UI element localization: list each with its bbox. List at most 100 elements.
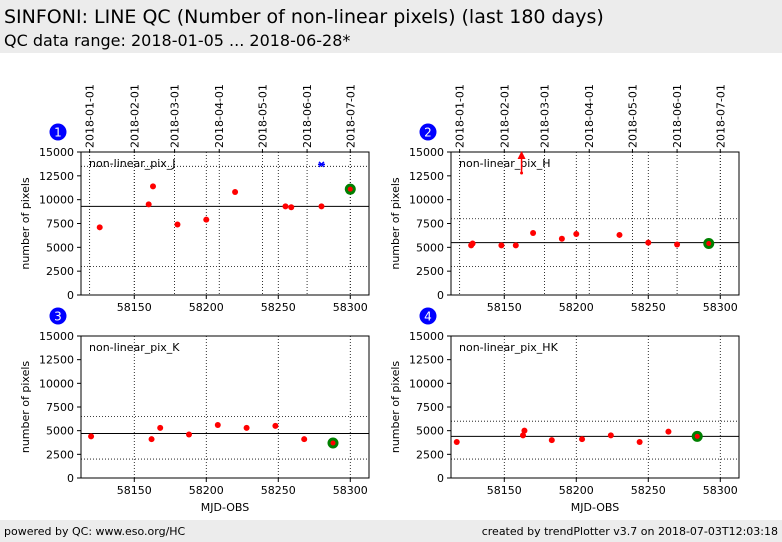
y-tick-label: 2500 [416,265,444,278]
data-point [665,428,672,435]
panel-number-badge [419,307,437,325]
y-axis-label: number of pixels [19,177,32,270]
y-tick-label: 15000 [39,330,74,343]
y-tick-label: 0 [437,289,444,302]
y-tick-label: 12500 [39,354,74,367]
data-point [512,242,519,249]
data-point [288,204,295,211]
date-tick-label: 2018-03-01 [169,84,182,148]
y-tick-label: 10000 [409,377,444,390]
off-scale-arrow-head [517,151,526,159]
footer-powered-by: powered by QC: www.eso.org/HC [4,525,186,538]
data-point [579,436,586,443]
data-point [521,427,528,434]
y-tick-label: 10000 [409,194,444,207]
data-point [645,239,652,246]
data-point [558,235,565,242]
x-tick-label: 58300 [703,484,738,497]
x-tick-label: 58300 [333,484,368,497]
x-axis-label: MJD-OBS [201,501,249,514]
data-point [674,241,681,248]
footer-created-by: created by trendPlotter v3.7 on 2018-07-… [481,525,778,538]
outlier-stroke [318,161,325,168]
plot-panel-4: 0 2500 5000 7500 10000 12500 15000 58150 58200 58… [389,307,740,514]
panel-parameter-label: non-linear_pix_H [459,157,551,170]
y-tick-label: 15000 [409,330,444,343]
panel-parameter-label: non-linear_pix_J [89,157,176,170]
date-tick-label: 2018-05-01 [256,84,269,148]
x-tick-label: 58150 [117,484,152,497]
chart-area: 2018-01-01 2018-02-01 2018-03-01 2018-04-01… [19,84,740,514]
data-point [520,432,526,439]
y-tick-label: 12500 [409,170,444,183]
date-tick-label: 2018-03-01 [539,84,552,148]
x-tick-label: 58200 [559,484,594,497]
x-tick-label: 58150 [117,301,152,314]
date-tick-label: 2018-06-01 [671,84,684,148]
x-tick-label: 58250 [631,484,666,497]
date-tick-label: 2018-04-01 [213,84,226,148]
x-axis-label: MJD-OBS [571,501,619,514]
date-tick-label: 2018-06-01 [301,84,314,148]
data-point [318,203,325,210]
data-point [636,439,643,446]
plot-frame [450,151,740,296]
panel-number-text: 4 [424,310,432,324]
date-tick-label: 2018-07-01 [714,84,727,148]
last-data-point-core [347,186,353,192]
y-tick-label: 0 [67,472,74,485]
data-point [186,431,192,438]
y-tick-label: 5000 [416,425,444,438]
data-point [157,424,164,431]
page-footer: powered by QC: www.eso.org/HC created by… [0,520,782,542]
y-tick-label: 12500 [409,354,444,367]
outlier-point [317,161,325,168]
date-tick-label: 2018-05-01 [626,84,639,148]
data-point [498,242,505,249]
data-point [96,224,103,231]
y-tick-label: 7500 [46,401,74,414]
y-tick-label: 2500 [416,448,444,461]
plot-panel-1: 2018-01-01 2018-02-01 2018-03-01 2018-04-01… [19,84,370,314]
data-point [232,189,239,196]
date-tick-label: 2018-01-01 [454,84,467,148]
off-scale-arrow-base [520,171,524,175]
y-tick-label: 15000 [39,146,74,159]
data-point [243,424,250,431]
data-point [453,439,460,446]
y-tick-label: 2500 [46,265,74,278]
date-tick-label: 2018-07-01 [344,84,357,148]
panel-number-badge [49,123,67,141]
data-point [530,230,537,237]
x-tick-label: 58150 [487,301,522,314]
data-point [301,436,308,443]
data-point [174,221,181,228]
y-axis-label: number of pixels [389,361,402,454]
plot-frame [80,335,370,479]
x-tick-label: 58200 [189,484,224,497]
plot-frame [80,151,370,296]
x-tick-label: 58300 [333,301,368,314]
y-tick-label: 7500 [46,218,74,231]
panel-number-text: 2 [424,126,432,140]
y-tick-label: 7500 [416,218,444,231]
plot-panel-2: 2018-01-01 2018-02-01 2018-03-01 2018-04-01… [389,84,740,314]
data-point [214,421,221,428]
data-point [607,432,614,439]
page-title: SINFONI: LINE QC (Number of non-linear p… [4,6,604,28]
y-tick-label: 7500 [416,401,444,414]
x-tick-label: 58250 [631,301,666,314]
x-tick-label: 58300 [703,301,738,314]
x-tick-label: 58200 [189,301,224,314]
y-tick-label: 12500 [39,170,74,183]
x-tick-label: 58250 [261,484,296,497]
plot-frame [450,335,740,479]
x-tick-label: 58150 [487,484,522,497]
panel-parameter-label: non-linear_pix_HK [459,341,559,354]
panel-number-text: 3 [54,310,62,324]
data-point [469,240,476,247]
y-axis-label: number of pixels [389,177,402,270]
y-tick-label: 10000 [39,194,74,207]
data-point [203,216,210,223]
y-axis-label: number of pixels [19,361,32,454]
